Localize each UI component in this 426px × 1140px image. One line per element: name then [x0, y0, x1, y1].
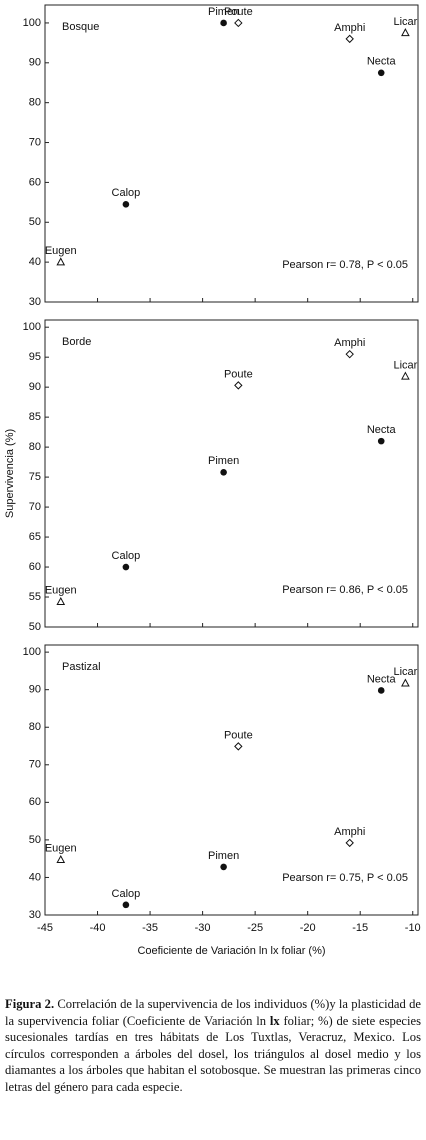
x-tick-label: -15	[352, 922, 368, 934]
point	[234, 742, 243, 751]
x-tick-label: -25	[247, 922, 263, 934]
y-tick-label: 55	[29, 591, 41, 603]
point-label: Poute	[224, 729, 253, 741]
point-label: Amphi	[334, 337, 365, 349]
point	[122, 901, 130, 909]
y-tick-label: 100	[23, 17, 41, 29]
y-tick-label: 80	[29, 97, 41, 109]
point	[234, 381, 243, 390]
point-label: Poute	[224, 6, 253, 18]
panel-label: Pastizal	[62, 661, 101, 673]
point	[220, 863, 227, 871]
point-label: Pimen	[208, 455, 239, 467]
point	[220, 19, 227, 27]
plot-frame	[44, 644, 419, 916]
point-label: Eugen	[45, 585, 77, 597]
y-tick-label: 70	[29, 136, 41, 148]
point	[345, 349, 354, 359]
point-label: Calop	[112, 187, 141, 199]
point-label: Pimen	[208, 850, 239, 862]
y-tick-label: 50	[29, 621, 41, 633]
chart: 30 40 50 60 70 80 90 100 Bosque Pearson r= 0.78, …	[4, 4, 421, 957]
y-tick-label: 80	[29, 441, 41, 453]
x-tick-label: -30	[195, 922, 211, 934]
point-label: Amphi	[334, 826, 365, 838]
y-tick-label: 50	[29, 216, 41, 228]
y-tick-label: 90	[29, 381, 41, 393]
point	[345, 838, 354, 848]
y-tick-label: 90	[29, 57, 41, 69]
caption-text: lx	[269, 1013, 280, 1028]
point	[234, 18, 243, 28]
panel-label: Bosque	[62, 21, 99, 33]
caption-text: foliar; %) de siete especies sucesionale…	[5, 1013, 422, 1094]
y-tick-label: 30	[29, 296, 41, 308]
y-tick-label: 95	[29, 351, 41, 363]
annotation: Pearson r= 0.86, P < 0.05	[282, 584, 408, 596]
point-label: Amphi	[334, 22, 365, 34]
plot-frame	[44, 4, 419, 303]
y-tick-label: 60	[29, 561, 41, 573]
y-tick-label: 85	[29, 411, 41, 423]
x-axis-label: Coeficiente de Variación ln lx foliar (%…	[137, 945, 325, 957]
point-label: Pimen	[208, 6, 239, 18]
point-label: Licar	[393, 359, 417, 371]
y-tick-label: 40	[29, 871, 41, 883]
y-tick-label: 50	[29, 834, 41, 846]
y-tick-label: 75	[29, 471, 41, 483]
point-label: Necta	[367, 673, 397, 685]
y-tick-label: 40	[29, 256, 41, 268]
y-tick-label: 60	[29, 176, 41, 188]
point-label: Eugen	[45, 245, 77, 257]
point	[122, 201, 130, 208]
caption-label: Figura 2.	[5, 997, 55, 1011]
point	[401, 28, 410, 37]
point	[345, 34, 354, 44]
x-tick-label: -10	[405, 922, 421, 934]
point	[56, 257, 66, 266]
point	[401, 678, 410, 687]
point-label: Calop	[112, 550, 141, 562]
y-axis-label: Supervivencia (%)	[4, 429, 16, 518]
y-tick-label: 80	[29, 721, 41, 733]
y-tick-label: 70	[29, 501, 41, 513]
annotation: Pearson r= 0.75, P < 0.05	[282, 872, 408, 884]
point-label: Necta	[367, 424, 397, 436]
x-tick-label: -40	[90, 922, 106, 934]
annotation: Pearson r= 0.78, P < 0.05	[282, 259, 408, 271]
point	[56, 854, 66, 863]
y-tick-label: 70	[29, 759, 41, 771]
y-tick-label: 100	[23, 646, 41, 658]
point	[377, 69, 385, 77]
point-label: Licar	[393, 666, 417, 678]
panel-label: Borde	[62, 336, 91, 348]
y-tick-label: 100	[23, 321, 41, 333]
x-tick-label: -35	[142, 922, 158, 934]
point-label: Eugen	[45, 843, 77, 855]
point-label: Licar	[393, 16, 417, 28]
point	[377, 437, 385, 445]
point-label: Calop	[112, 888, 141, 900]
y-tick-label: 65	[29, 531, 41, 543]
point	[122, 563, 130, 571]
point-label: Poute	[224, 368, 253, 380]
y-tick-label: 30	[29, 909, 41, 921]
caption: Figura 2. Correlación de la supervivenci…	[5, 996, 421, 1096]
point	[220, 469, 227, 476]
plot-frame	[44, 319, 419, 628]
point-label: Necta	[367, 56, 397, 68]
point	[401, 371, 410, 380]
caption-text: Correlación de la supervivencia de los i…	[5, 997, 421, 1028]
point	[56, 596, 66, 606]
y-tick-label: 90	[29, 684, 41, 696]
point	[377, 687, 385, 694]
x-tick-label: -45	[37, 922, 53, 934]
y-tick-label: 60	[29, 796, 41, 808]
x-tick-label: -20	[300, 922, 316, 934]
